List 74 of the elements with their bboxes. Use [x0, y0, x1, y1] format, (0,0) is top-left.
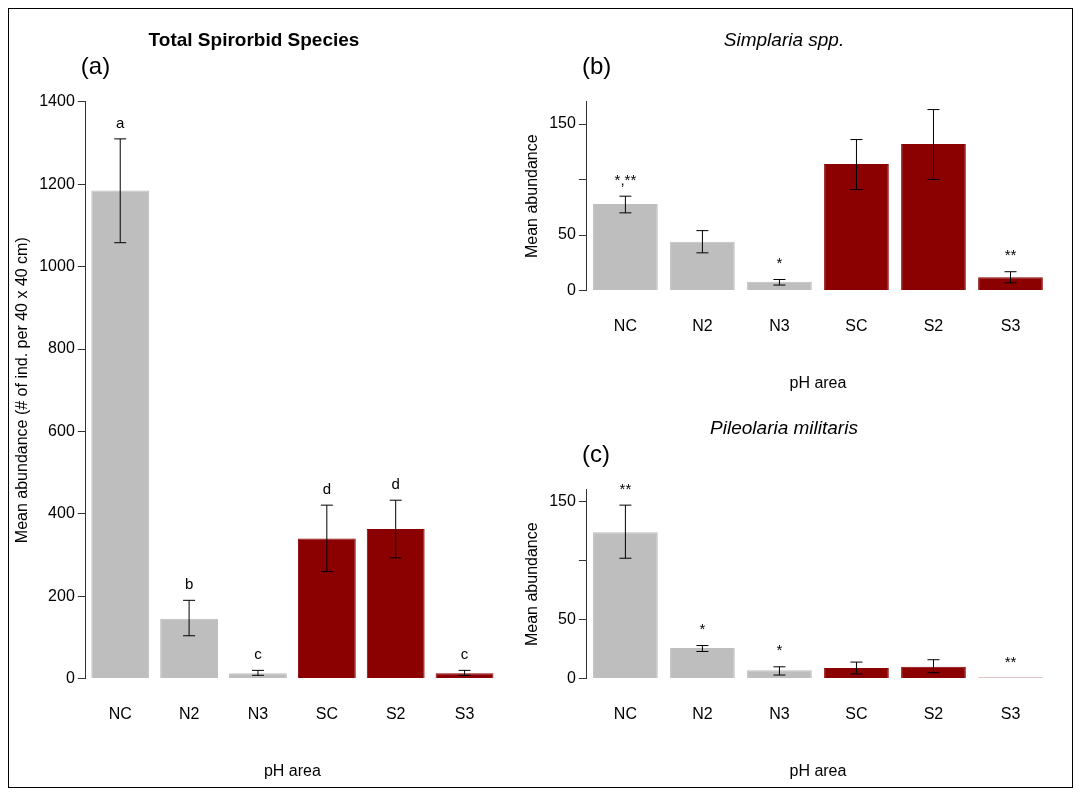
x-tick-label: NC	[613, 316, 637, 334]
annotation: **	[1004, 246, 1017, 264]
x-axis-title: pH area	[263, 761, 321, 779]
annotation: *	[699, 620, 706, 638]
y-axis-title: Mean abundance (# of ind. per 40 x 40 cm)	[13, 237, 31, 544]
y-tick-label: 0	[65, 669, 75, 687]
annotation: d	[322, 479, 331, 497]
y-tick-label: 400	[48, 504, 75, 522]
chart-title: Simplaria spp.	[723, 28, 845, 50]
x-tick-label: SC	[845, 704, 868, 722]
y-tick-label: 1200	[39, 174, 75, 192]
y-tick-label: 600	[48, 421, 75, 439]
x-tick-label: NC	[108, 704, 132, 722]
bar	[435, 673, 494, 679]
text: (b)	[581, 52, 612, 80]
bar	[593, 532, 658, 679]
chart-title: Total Spirorbid Species	[148, 28, 360, 50]
x-tick-label: S3	[454, 704, 475, 722]
bar	[978, 277, 1043, 291]
x-tick-label: N3	[769, 704, 790, 722]
annotation: **	[619, 479, 632, 497]
bar	[901, 144, 966, 291]
bar	[824, 163, 889, 291]
y-tick-label: 1400	[39, 92, 75, 110]
x-tick-label: N2	[692, 704, 713, 722]
y-tick-label: 0	[566, 281, 576, 299]
text: (a)	[80, 52, 111, 80]
bar	[593, 203, 658, 291]
annotation: c	[254, 645, 263, 662]
x-tick-label: N2	[692, 316, 713, 334]
chart-title: Pileolaria militaris	[710, 416, 859, 438]
annotation: d	[391, 474, 400, 492]
y-tick-label: 0	[566, 669, 576, 687]
annotation: b	[184, 574, 194, 592]
bar	[747, 281, 812, 291]
x-tick-label: N2	[178, 704, 200, 722]
annotation: *	[776, 641, 783, 659]
y-tick-label: 200	[48, 586, 75, 604]
y-axis-title: Mean abundance	[523, 134, 541, 259]
y-tick-label: 800	[48, 339, 75, 357]
y-tick-label: 150	[549, 114, 576, 132]
annotation: a	[116, 113, 126, 131]
bar	[297, 538, 356, 679]
x-axis-title: pH area	[789, 373, 847, 391]
bar	[91, 190, 150, 679]
x-tick-label: SC	[845, 316, 868, 334]
bar	[747, 670, 812, 679]
annotation: c	[460, 645, 469, 662]
annotation: *,**	[614, 170, 637, 188]
y-tick-label: 50	[558, 610, 576, 628]
x-tick-label: N3	[769, 316, 790, 334]
bar	[160, 618, 219, 679]
bar	[901, 666, 966, 679]
x-tick-label: S2	[923, 704, 944, 722]
x-axis-title: pH area	[789, 761, 847, 779]
x-tick-label: S3	[1000, 704, 1021, 722]
bar	[670, 241, 735, 291]
x-tick-label: NC	[613, 704, 637, 722]
y-tick-label: 50	[558, 225, 576, 243]
x-tick-label: S2	[385, 704, 406, 722]
x-tick-label: SC	[315, 704, 338, 722]
x-tick-label: S3	[1000, 316, 1021, 334]
x-tick-label: N3	[247, 704, 269, 722]
bar	[824, 667, 889, 679]
bar	[229, 673, 287, 679]
x-tick-label: S2	[923, 316, 944, 334]
annotation: *	[776, 254, 783, 272]
text: (c)	[581, 440, 610, 468]
y-axis-title: Mean abundance	[523, 522, 541, 647]
annotation: **	[1004, 652, 1017, 670]
y-tick-label: 1000	[39, 257, 75, 275]
y-tick-label: 150	[549, 492, 576, 510]
bar	[366, 529, 425, 679]
bar	[670, 647, 735, 679]
